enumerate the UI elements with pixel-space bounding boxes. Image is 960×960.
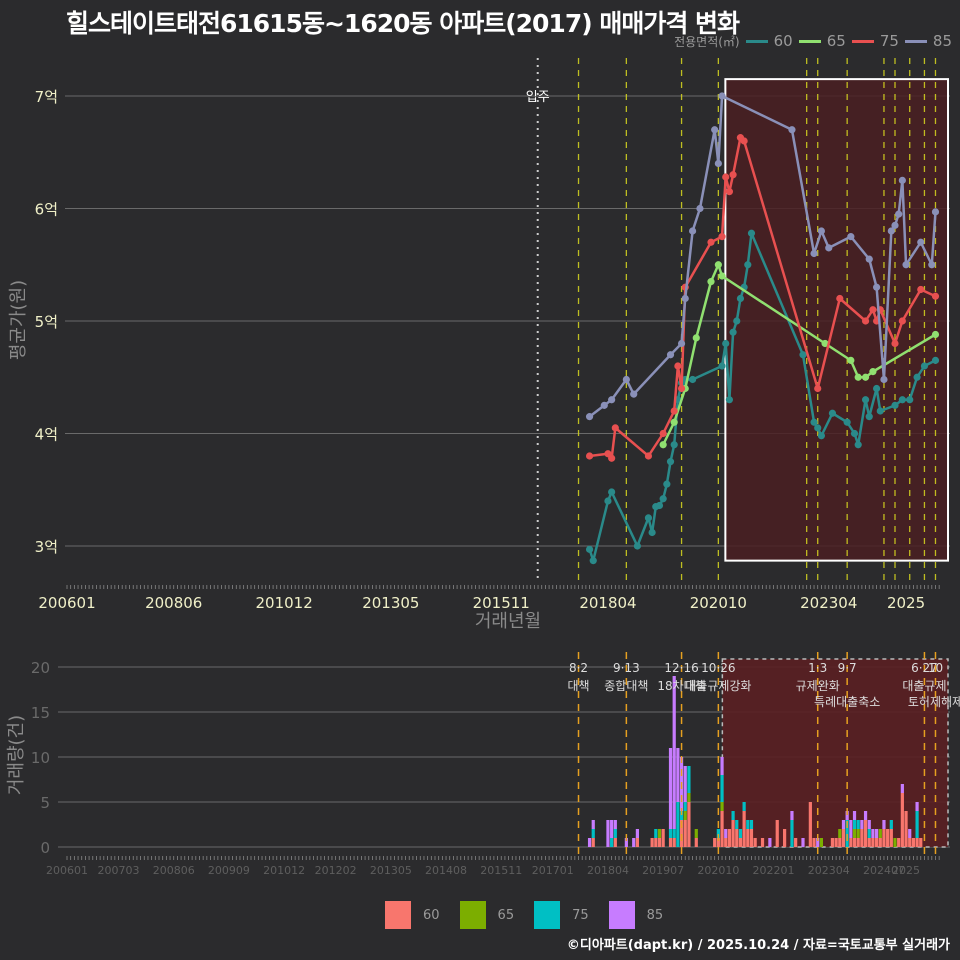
volume-chart-highlight-box bbox=[721, 658, 949, 848]
svg-text:0: 0 bbox=[40, 839, 50, 857]
svg-text:1·3: 1·3 bbox=[808, 661, 827, 675]
svg-text:18차대책: 18차대책 bbox=[657, 678, 705, 693]
svg-text:토허제해제: 토허제해제 bbox=[908, 695, 960, 709]
svg-text:202010: 202010 bbox=[697, 864, 739, 877]
svg-text:202010: 202010 bbox=[690, 594, 747, 612]
legend-top: 전용면적(㎡) 60 65 75 85 bbox=[674, 32, 952, 50]
legend-bottom: 60 65 75 85 bbox=[385, 901, 683, 929]
legend-swatch-60 bbox=[745, 39, 768, 43]
volume-chart-axes: 0 5 10 15 20 200601 200703 200806 200909 201012 20… bbox=[6, 659, 940, 877]
legend-bottom-swatch-65 bbox=[459, 901, 486, 929]
svg-text:201012: 201012 bbox=[263, 864, 305, 877]
svg-text:6·27: 6·27 bbox=[911, 661, 938, 675]
svg-text:대출규제: 대출규제 bbox=[902, 679, 946, 693]
svg-text:201305: 201305 bbox=[362, 594, 419, 612]
svg-text:200909: 200909 bbox=[208, 864, 250, 877]
legend-swatch-75 bbox=[851, 39, 874, 43]
svg-text:10: 10 bbox=[928, 661, 943, 675]
svg-text:201012: 201012 bbox=[255, 594, 312, 612]
svg-text:대책: 대책 bbox=[567, 678, 589, 693]
legend-item-85: 85 bbox=[904, 32, 952, 50]
legend-bottom-item-60: 60 bbox=[385, 901, 440, 929]
svg-text:규제완화: 규제완화 bbox=[796, 679, 840, 693]
svg-text:9·7: 9·7 bbox=[838, 661, 857, 675]
svg-text:200703: 200703 bbox=[98, 864, 140, 877]
legend-item-75: 75 bbox=[851, 32, 899, 50]
svg-text:평균가(원): 평균가(원) bbox=[8, 280, 29, 360]
price-chart-axes: 3억 4억 5억 6억 7억 200601 200806 201012 201305 201511… bbox=[8, 88, 940, 632]
svg-text:201511: 201511 bbox=[473, 594, 530, 612]
svg-text:10: 10 bbox=[31, 749, 50, 767]
legend-bottom-item-85: 85 bbox=[608, 901, 663, 929]
svg-text:9·13: 9·13 bbox=[613, 661, 640, 675]
svg-text:202407: 202407 bbox=[863, 864, 905, 877]
source-credit: ©디아파트(dapt.kr) / 2025.10.24 / 자료=국토교통부 실… bbox=[566, 938, 950, 953]
svg-text:15: 15 bbox=[31, 704, 50, 722]
svg-text:201804: 201804 bbox=[579, 594, 636, 612]
svg-text:특례대출축소: 특례대출축소 bbox=[814, 695, 880, 709]
svg-text:5억: 5억 bbox=[35, 313, 58, 331]
svg-text:10·26: 10·26 bbox=[701, 661, 735, 675]
volume-chart-bars bbox=[587, 676, 923, 847]
legend-item-65: 65 bbox=[798, 32, 846, 50]
legend-swatch-85 bbox=[904, 39, 927, 43]
svg-text:20: 20 bbox=[31, 659, 50, 677]
svg-text:5: 5 bbox=[40, 794, 50, 812]
svg-text:201907: 201907 bbox=[642, 864, 684, 877]
svg-text:4억: 4억 bbox=[35, 426, 58, 444]
svg-text:12·16: 12·16 bbox=[664, 661, 698, 675]
legend-top-label: 전용면적(㎡) bbox=[674, 34, 740, 49]
legend-bottom-swatch-75 bbox=[534, 901, 561, 929]
svg-text:201202: 201202 bbox=[315, 864, 357, 877]
svg-text:202304: 202304 bbox=[808, 864, 850, 877]
svg-text:201804: 201804 bbox=[587, 864, 629, 877]
legend-bottom-item-75: 75 bbox=[534, 901, 589, 929]
svg-text:202201: 202201 bbox=[753, 864, 795, 877]
svg-text:201511: 201511 bbox=[480, 864, 522, 877]
svg-text:201305: 201305 bbox=[370, 864, 412, 877]
svg-text:202304: 202304 bbox=[800, 594, 857, 612]
volume-chart-policy-lines: 8·2 대책 9·13 종합대책 12·16 18차대책 10·26 대출규제강화 1·3 규제완… bbox=[567, 652, 960, 858]
svg-text:6억: 6억 bbox=[35, 201, 58, 219]
legend-swatch-65 bbox=[798, 39, 821, 43]
svg-text:3억: 3억 bbox=[35, 538, 58, 556]
svg-text:대출규제강화: 대출규제강화 bbox=[685, 679, 751, 693]
svg-text:7억: 7억 bbox=[35, 88, 58, 106]
svg-text:거래년월: 거래년월 bbox=[475, 611, 541, 632]
svg-text:종합대책: 종합대책 bbox=[604, 678, 648, 693]
price-chart-highlight-box bbox=[724, 78, 949, 562]
svg-text:200806: 200806 bbox=[145, 594, 202, 612]
svg-text:200601: 200601 bbox=[38, 594, 95, 612]
svg-text:2025: 2025 bbox=[887, 594, 925, 612]
svg-text:거래량(건): 거래량(건) bbox=[6, 715, 27, 795]
legend-bottom-swatch-85 bbox=[608, 901, 635, 929]
legend-item-60: 60 bbox=[745, 32, 793, 50]
svg-text:8·2: 8·2 bbox=[569, 661, 588, 675]
price-chart-series bbox=[585, 92, 940, 565]
svg-text:201701: 201701 bbox=[532, 864, 574, 877]
legend-bottom-swatch-60 bbox=[385, 901, 411, 929]
chart-title: 힐스테이트태전61615동~1620동 아파트(2017) 매매가격 변화 bbox=[66, 9, 740, 38]
svg-text:입주: 입주 bbox=[526, 90, 550, 105]
svg-text:200806: 200806 bbox=[153, 864, 195, 877]
svg-text:2025: 2025 bbox=[892, 864, 920, 877]
svg-text:200601: 200601 bbox=[46, 864, 88, 877]
svg-text:201408: 201408 bbox=[425, 864, 467, 877]
legend-bottom-item-65: 65 bbox=[459, 901, 514, 929]
